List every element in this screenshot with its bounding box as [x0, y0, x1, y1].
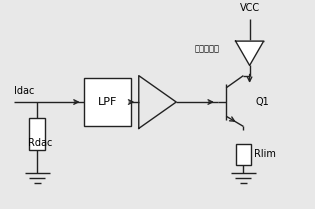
Text: LPF: LPF: [98, 97, 117, 107]
Text: Rlim: Rlim: [254, 149, 276, 159]
Text: Q1: Q1: [256, 97, 270, 107]
Bar: [236, 144, 251, 165]
Text: 激光二极管: 激光二极管: [195, 44, 220, 53]
Text: Idac: Idac: [14, 86, 34, 96]
Bar: [30, 118, 45, 150]
Text: VCC: VCC: [239, 3, 260, 13]
Polygon shape: [236, 41, 264, 65]
Bar: [84, 78, 131, 126]
Text: Rdac: Rdac: [28, 138, 52, 148]
